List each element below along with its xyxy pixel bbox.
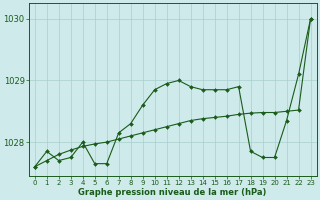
X-axis label: Graphe pression niveau de la mer (hPa): Graphe pression niveau de la mer (hPa) xyxy=(78,188,267,197)
